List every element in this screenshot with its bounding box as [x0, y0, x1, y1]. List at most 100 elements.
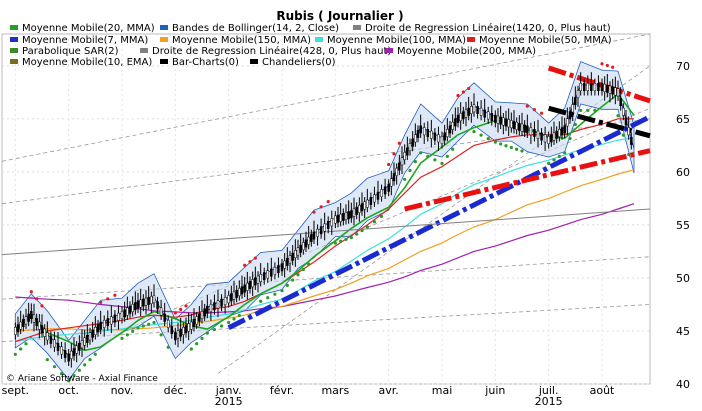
legend-label: Bandes de Bollinger(14, 2, Close)	[172, 23, 339, 34]
sar-dot	[67, 379, 71, 383]
candle	[273, 266, 277, 275]
legend-label: Chandeliers(0)	[262, 57, 336, 68]
candle	[152, 295, 156, 304]
sar-dot	[349, 236, 353, 240]
candle	[336, 214, 340, 223]
candle	[70, 350, 73, 359]
candle	[88, 332, 92, 341]
sar-dot	[136, 326, 140, 330]
sar-dot	[563, 151, 567, 155]
candle	[440, 136, 444, 145]
candle	[220, 298, 223, 307]
candle	[96, 324, 100, 333]
candle	[470, 106, 473, 114]
sar-dot	[445, 154, 449, 158]
sar-dot	[166, 345, 170, 349]
candle	[288, 255, 292, 264]
candle	[472, 104, 476, 113]
candle	[302, 242, 305, 251]
candle	[502, 117, 505, 126]
candle	[170, 326, 174, 335]
trendline-support-bleu	[227, 114, 652, 331]
candle	[339, 213, 342, 222]
candle	[150, 296, 153, 304]
y-tick-label: 45	[676, 325, 690, 338]
candle	[352, 208, 356, 217]
sar-dot	[24, 342, 28, 346]
candle	[608, 85, 612, 94]
candle	[355, 206, 358, 215]
candle	[240, 286, 244, 295]
sar-dot	[525, 104, 529, 108]
candle	[552, 132, 556, 141]
candle	[622, 107, 625, 116]
candle	[190, 321, 193, 330]
ma150-line	[15, 169, 635, 332]
legend-swatch	[160, 25, 168, 30]
candle	[99, 321, 102, 330]
sar-dot	[243, 263, 247, 267]
candle	[246, 282, 249, 291]
sar-dot	[365, 225, 369, 229]
candle	[179, 328, 182, 337]
candle	[350, 210, 353, 219]
candle	[80, 340, 84, 349]
candle	[187, 323, 190, 332]
x-tick-label: mai	[432, 384, 453, 397]
candle	[512, 121, 516, 129]
sar-dot	[552, 158, 556, 162]
candle	[419, 125, 422, 134]
sar-dot	[600, 62, 604, 66]
candle	[113, 314, 117, 323]
candle	[326, 220, 330, 229]
candle	[392, 173, 396, 182]
legend-label: Moyenne Mobile(10, EMA)	[22, 57, 152, 68]
sar-dot	[59, 372, 64, 376]
candle	[56, 342, 60, 351]
legend-label: Moyenne Mobile(150, MMA)	[172, 35, 311, 46]
sar-dot	[397, 141, 401, 145]
candle	[582, 83, 586, 91]
candle	[443, 132, 446, 141]
sar-dot	[35, 297, 39, 301]
sar-dot	[29, 290, 33, 294]
candle	[600, 83, 604, 91]
candle	[67, 353, 70, 362]
candle	[200, 311, 204, 320]
sar-dot	[408, 168, 412, 173]
candle	[299, 244, 302, 253]
candle	[126, 307, 129, 316]
candle	[387, 183, 390, 192]
legend-swatch	[160, 37, 168, 42]
legend-swatch	[315, 37, 323, 42]
candle	[395, 167, 398, 176]
x-tick-label: avr.	[379, 384, 399, 397]
regression-dashed-line	[1, 256, 651, 300]
legend-swatch	[353, 25, 361, 30]
candle	[35, 318, 38, 327]
sar-dot	[319, 205, 323, 209]
sar-dot	[152, 320, 156, 325]
trendline-canal-noir	[548, 105, 651, 139]
candle	[464, 109, 468, 118]
sar-dot	[131, 329, 135, 333]
candle	[14, 327, 17, 335]
candle	[467, 107, 470, 116]
sar-dot	[280, 289, 284, 293]
candle	[176, 330, 180, 339]
candle	[312, 231, 316, 240]
legend-label: Moyenne Mobile(7, MMA)	[22, 35, 148, 46]
sar-dot	[621, 133, 625, 137]
candle	[398, 162, 401, 171]
candle	[433, 132, 437, 141]
sar-dot	[486, 137, 490, 141]
candle	[571, 104, 574, 113]
candle	[366, 199, 369, 208]
sar-dot	[611, 65, 615, 69]
sar-dot	[259, 299, 263, 303]
sar-dot	[219, 324, 224, 328]
sar-dot	[253, 256, 257, 260]
sar-dot	[593, 108, 597, 112]
candle	[597, 83, 600, 91]
sar-dot	[184, 304, 188, 308]
